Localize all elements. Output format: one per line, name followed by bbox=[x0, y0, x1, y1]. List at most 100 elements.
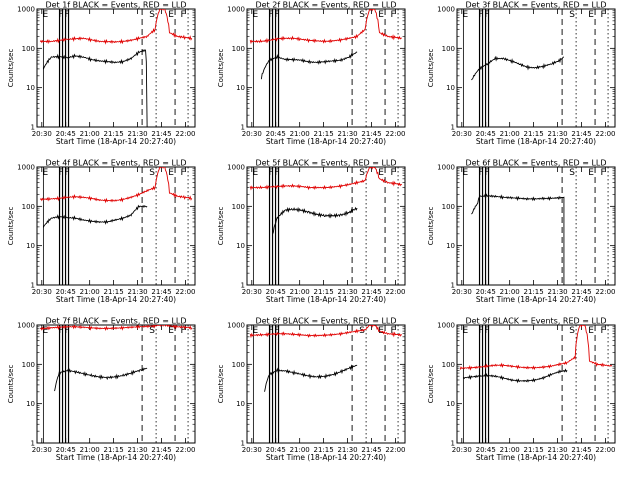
y-tick-label: 1 bbox=[451, 282, 455, 290]
y-tick-label: 1000 bbox=[227, 322, 245, 330]
y-tick-label: 1 bbox=[241, 282, 245, 290]
x-tick-label: 21:30 bbox=[337, 446, 357, 454]
chart-title: Det 3f BLACK = Events, RED = LLD bbox=[465, 1, 606, 10]
y-tick-label: 100 bbox=[442, 361, 455, 369]
marker-label-E: E bbox=[168, 326, 174, 336]
series-lld-line bbox=[39, 325, 193, 331]
y-axis-label: Counts/sec bbox=[217, 207, 225, 246]
series-events-line bbox=[264, 364, 358, 392]
marker-label-S: S bbox=[569, 326, 575, 336]
x-tick-label: 20:45 bbox=[266, 446, 286, 454]
plot-frame bbox=[36, 8, 196, 128]
y-axis-label: Counts/sec bbox=[427, 365, 435, 404]
x-tick-label: 20:45 bbox=[56, 130, 76, 138]
x-tick-label: 20:45 bbox=[476, 288, 496, 296]
x-axis-label: Start Time (18-Apr-14 20:27:40) bbox=[476, 453, 596, 462]
x-tick-label: 22:00 bbox=[385, 130, 405, 138]
x-tick-label: 22:00 bbox=[595, 288, 615, 296]
marker-label-F: F bbox=[268, 168, 273, 178]
marker-label-E: E bbox=[588, 168, 594, 178]
marker-label-F: F bbox=[64, 326, 69, 336]
y-tick-label: 100 bbox=[22, 203, 35, 211]
chart-title: Det 8f BLACK = Events, RED = LLD bbox=[255, 317, 396, 326]
x-tick-label: 21:45 bbox=[571, 446, 591, 454]
y-axis-label: Counts/sec bbox=[7, 207, 15, 246]
marker-label-F: F bbox=[180, 326, 185, 336]
x-tick-label: 20:45 bbox=[476, 446, 496, 454]
marker-label-E: E bbox=[253, 168, 259, 178]
x-tick-label: 21:30 bbox=[337, 288, 357, 296]
x-tick-label: 22:00 bbox=[175, 130, 195, 138]
series-lld-line bbox=[249, 325, 403, 339]
marker-label-E: E bbox=[253, 326, 259, 336]
y-tick-label: 1 bbox=[31, 124, 35, 132]
chart-title: Det 9f BLACK = Events, RED = LLD bbox=[465, 317, 606, 326]
y-axis-label: Counts/sec bbox=[427, 49, 435, 88]
y-tick-label: 1000 bbox=[437, 164, 455, 172]
plot-frame bbox=[246, 166, 406, 286]
marker-label-E: E bbox=[463, 326, 469, 336]
chart-panel: Det 5f BLACK = Events, RED = LLD 1 10 100 10… bbox=[217, 159, 406, 305]
marker-label-F: F bbox=[484, 168, 489, 178]
chart-title: Det 2f BLACK = Events, RED = LLD bbox=[255, 1, 396, 10]
series-group bbox=[39, 325, 193, 392]
x-tick-label: 20:45 bbox=[266, 288, 286, 296]
x-tick-label: 21:45 bbox=[151, 130, 171, 138]
x-tick-label: 21:00 bbox=[290, 130, 310, 138]
chart-panel: Det 1f BLACK = Events, RED = LLD 1 10 100 10… bbox=[7, 1, 196, 147]
series-events-line bbox=[42, 49, 148, 127]
series-group bbox=[39, 167, 193, 228]
y-tick-label: 100 bbox=[232, 45, 245, 53]
y-tick-label: 100 bbox=[22, 45, 35, 53]
chart-panel: Det 4f BLACK = Events, RED = LLD 1 10 100 10… bbox=[7, 159, 196, 305]
y-tick-label: 100 bbox=[232, 361, 245, 369]
y-tick-label: 1000 bbox=[17, 6, 35, 14]
x-tick-label: 21:30 bbox=[547, 288, 567, 296]
plot-frame bbox=[246, 324, 406, 444]
marker-label-F: F bbox=[64, 168, 69, 178]
x-axis-label: Start Time (18-Apr-14 20:27:40) bbox=[266, 295, 386, 304]
chart-title: Det 7f BLACK = Events, RED = LLD bbox=[45, 317, 186, 326]
series-lld-line bbox=[249, 167, 403, 191]
x-tick-label: 21:30 bbox=[337, 130, 357, 138]
marker-label-E: E bbox=[588, 326, 594, 336]
y-axis-label: Counts/sec bbox=[217, 49, 225, 88]
marker-label-F: F bbox=[64, 10, 69, 20]
marker-label-F: F bbox=[600, 168, 605, 178]
series-events-line bbox=[54, 367, 148, 392]
plot-frame bbox=[36, 166, 196, 286]
x-tick-label: 20:30 bbox=[242, 446, 262, 454]
marker-label-S: S bbox=[149, 326, 155, 336]
y-axis-label: Counts/sec bbox=[217, 365, 225, 404]
marker-label-F: F bbox=[478, 326, 483, 336]
x-tick-label: 22:00 bbox=[385, 288, 405, 296]
x-tick-label: 21:15 bbox=[524, 446, 544, 454]
x-tick-label: 21:15 bbox=[314, 446, 334, 454]
y-tick-label: 10 bbox=[446, 400, 455, 408]
marker-label-E: E bbox=[378, 10, 384, 20]
marker-label-F: F bbox=[600, 326, 605, 336]
series-events-line bbox=[260, 51, 358, 80]
x-tick-label: 20:30 bbox=[452, 446, 472, 454]
series-lld-line bbox=[39, 9, 193, 45]
marker-label-F: F bbox=[390, 168, 395, 178]
y-tick-label: 10 bbox=[26, 400, 35, 408]
y-tick-label: 100 bbox=[442, 203, 455, 211]
chart-title: Det 1f BLACK = Events, RED = LLD bbox=[45, 1, 186, 10]
chart-panel: Det 6f BLACK = Events, RED = LLD 1 10 100 10… bbox=[427, 159, 616, 305]
series-group bbox=[249, 325, 403, 392]
x-tick-label: 21:30 bbox=[127, 130, 147, 138]
x-tick-label: 21:45 bbox=[571, 130, 591, 138]
x-tick-label: 20:45 bbox=[56, 288, 76, 296]
x-tick-label: 22:00 bbox=[595, 130, 615, 138]
marker-label-E: E bbox=[588, 10, 594, 20]
x-tick-label: 20:30 bbox=[242, 130, 262, 138]
x-tick-label: 22:00 bbox=[385, 446, 405, 454]
marker-label-S: S bbox=[359, 168, 365, 178]
chart-panel: Det 3f BLACK = Events, RED = LLD 1 10 100 10… bbox=[427, 1, 616, 147]
marker-label-F: F bbox=[274, 10, 279, 20]
x-tick-label: 21:00 bbox=[500, 446, 520, 454]
y-tick-label: 1 bbox=[31, 282, 35, 290]
x-tick-label: 20:30 bbox=[32, 130, 52, 138]
